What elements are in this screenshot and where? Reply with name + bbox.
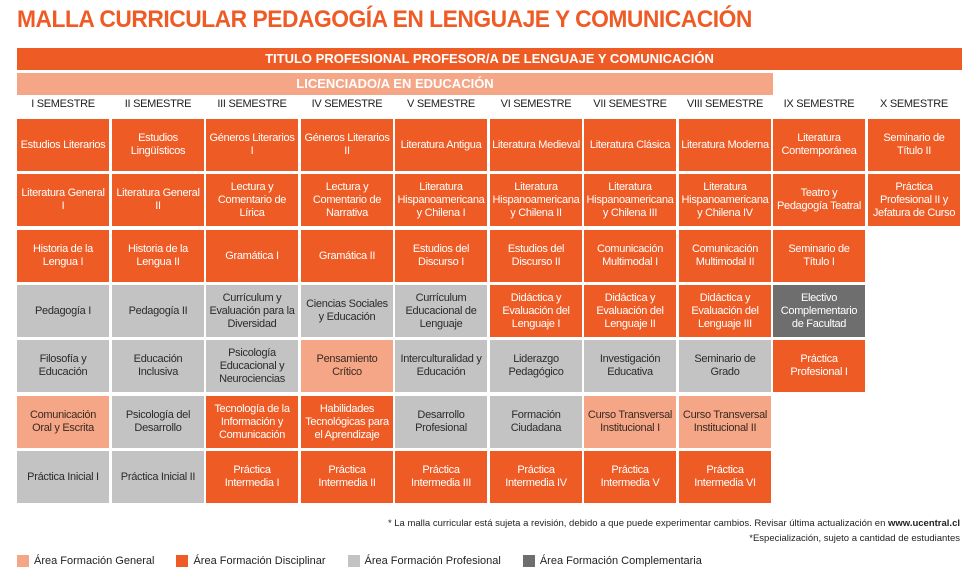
- course-cell: Práctica Intermedia II: [301, 451, 393, 503]
- course-cell: Géneros Literarios I: [206, 119, 298, 171]
- legend-item: Área Formación Complementaria: [522, 555, 702, 567]
- course-cell: Educación Inclusiva: [112, 340, 204, 392]
- course-cell: Seminario de Título I: [773, 230, 865, 282]
- course-cell: Literatura Hispanoamericana y Chilena II…: [584, 174, 676, 226]
- course-cell: Lectura y Comentario de Lírica: [206, 174, 298, 226]
- course-cell: Seminario de Grado: [679, 340, 771, 392]
- legend-label: Área Formación General: [34, 555, 155, 567]
- course-cell: Didáctica y Evaluación del Lenguaje I: [490, 285, 582, 337]
- course-cell: Comunicación Multimodal I: [584, 230, 676, 282]
- course-cell: Práctica Intermedia IV: [490, 451, 582, 503]
- course-cell: Investigación Educativa: [584, 340, 676, 392]
- semester-header: IX SEMESTRE: [783, 98, 855, 110]
- specialization-note: *Especialización, sujeto a cantidad de e…: [749, 533, 960, 544]
- website-link[interactable]: www.ucentral.cl: [888, 518, 960, 529]
- page-title: MALLA CURRICULAR PEDAGOGÍA EN LENGUAJE Y…: [17, 6, 752, 33]
- course-cell: Literatura General I: [17, 174, 109, 226]
- course-cell: Práctica Intermedia VI: [679, 451, 771, 503]
- course-cell: Gramática II: [301, 230, 393, 282]
- course-cell: Didáctica y Evaluación del Lenguaje III: [679, 285, 771, 337]
- course-cell: Literatura General II: [112, 174, 204, 226]
- course-cell: Práctica Intermedia III: [395, 451, 487, 503]
- course-cell: Psicología del Desarrollo: [112, 396, 204, 448]
- course-cell: Literatura Clásica: [584, 119, 676, 171]
- professional-title-banner: TITULO PROFESIONAL PROFESOR/A DE LENGUAJ…: [17, 48, 962, 70]
- course-cell: Historia de la Lengua II: [112, 230, 204, 282]
- course-cell: Práctica Inicial II: [112, 451, 204, 503]
- course-cell: Estudios del Discurso I: [395, 230, 487, 282]
- course-cell: Desarrollo Profesional: [395, 396, 487, 448]
- course-cell: Interculturalidad y Educación: [395, 340, 487, 392]
- legend-swatch: [347, 555, 360, 567]
- semester-header: I SEMESTRE: [31, 98, 95, 110]
- legend-item: Área Formación Disciplinar: [176, 555, 326, 567]
- course-cell: Práctica Intermedia I: [206, 451, 298, 503]
- course-cell: Estudios del Discurso II: [490, 230, 582, 282]
- course-cell: Habilidades Tecnológicas para el Aprendi…: [301, 396, 393, 448]
- course-cell: Práctica Intermedia V: [584, 451, 676, 503]
- course-cell: Pensamiento Crítico: [301, 340, 393, 392]
- course-cell: Comunicación Oral y Escrita: [17, 396, 109, 448]
- legend-item: Área Formación Profesional: [347, 555, 501, 567]
- course-cell: Historia de la Lengua I: [17, 230, 109, 282]
- legend: Área Formación General Área Formación Dis…: [17, 555, 724, 567]
- semester-header: VIII SEMESTRE: [686, 98, 764, 110]
- course-cell: Filosofía y Educación: [17, 340, 109, 392]
- semester-header: X SEMESTRE: [880, 98, 948, 110]
- course-cell: Literatura Antigua: [395, 119, 487, 171]
- course-cell: Pedagogía II: [112, 285, 204, 337]
- revision-note: * La malla curricular está sujeta a revi…: [387, 518, 886, 529]
- course-cell: Literatura Hispanoamericana y Chilena IV: [679, 174, 771, 226]
- course-cell: Géneros Literarios II: [301, 119, 393, 171]
- course-cell: Estudios Lingüísticos: [112, 119, 204, 171]
- course-cell: Seminario de Título II: [868, 119, 960, 171]
- legend-label: Área Formación Complementaria: [539, 555, 702, 567]
- semester-header: V SEMESTRE: [407, 98, 475, 110]
- course-cell: Curso Transversal Institucional II: [679, 396, 771, 448]
- legend-swatch: [17, 555, 29, 567]
- course-cell: Literatura Hispanoamericana y Chilena I: [395, 174, 487, 226]
- course-cell: Lectura y Comentario de Narrativa: [301, 174, 393, 226]
- course-cell: Electivo Complementario de Facultad: [773, 285, 865, 337]
- semester-header: VI SEMESTRE: [500, 98, 572, 110]
- course-cell: Literatura Contemporánea: [773, 119, 865, 171]
- semester-header: VII SEMESTRE: [593, 98, 667, 110]
- course-cell: Currículum Educacional de Lenguaje: [395, 285, 487, 337]
- legend-swatch: [176, 555, 189, 567]
- degree-banner: LICENCIADO/A EN EDUCACIÓN: [17, 73, 773, 95]
- course-cell: Didáctica y Evaluación del Lenguaje II: [584, 285, 676, 337]
- course-cell: Gramática I: [206, 230, 298, 282]
- semester-header: IV SEMESTRE: [311, 98, 383, 110]
- legend-label: Área Formación Profesional: [364, 555, 501, 567]
- course-cell: Formación Ciudadana: [490, 396, 582, 448]
- course-cell: Literatura Medieval: [490, 119, 582, 171]
- legend-label: Área Formación Disciplinar: [193, 555, 326, 567]
- legend-swatch: [522, 555, 535, 567]
- course-cell: Teatro y Pedagogía Teatral: [773, 174, 865, 226]
- course-cell: Práctica Profesional I: [773, 340, 865, 392]
- semester-header: III SEMESTRE: [217, 98, 287, 110]
- course-cell: Estudios Literarios: [17, 119, 109, 171]
- course-cell: Tecnología de la Información y Comunicac…: [206, 396, 298, 448]
- course-cell: Práctica Profesional II y Jefatura de Cu…: [868, 174, 960, 226]
- course-cell: Comunicación Multimodal II: [679, 230, 771, 282]
- course-cell: Práctica Inicial I: [17, 451, 109, 503]
- course-cell: Literatura Moderna: [679, 119, 771, 171]
- course-cell: Liderazgo Pedagógico: [490, 340, 582, 392]
- semester-header: II SEMESTRE: [124, 98, 192, 110]
- course-cell: Psicología Educacional y Neurociencias: [206, 340, 298, 392]
- course-cell: Literatura Hispanoamericana y Chilena II: [490, 174, 582, 226]
- course-cell: Curso Transversal Institucional I: [584, 396, 676, 448]
- footnotes: * La malla curricular está sujeta a revi…: [388, 516, 960, 546]
- course-cell: Currículum y Evaluación para la Diversid…: [206, 285, 298, 337]
- course-cell: Ciencias Sociales y Educación: [301, 285, 393, 337]
- course-cell: Pedagogía I: [17, 285, 109, 337]
- legend-item: Área Formación General: [17, 555, 154, 567]
